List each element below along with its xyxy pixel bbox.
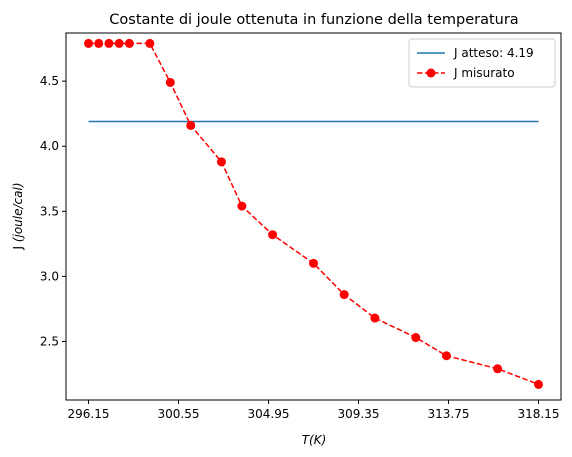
- measured-data-point: [124, 38, 134, 48]
- y-tick-label: 4.5: [40, 74, 59, 88]
- series-layer: [84, 38, 543, 389]
- measured-data-point: [493, 364, 503, 374]
- legend-frame: [408, 38, 556, 88]
- y-axis-title: J (joule/cal): [11, 182, 25, 250]
- legend-label-expected: J atteso: 4.19: [453, 46, 534, 60]
- x-axis-ticks: 296.15 300.55 304.95 309.35 313.75 318.15: [68, 400, 560, 421]
- measured-data-point: [114, 38, 124, 48]
- legend: J atteso: 4.19 J misurato: [408, 38, 556, 88]
- x-tick-label: 300.55: [158, 407, 200, 421]
- measured-series-line: [88, 42, 539, 386]
- measured-data-point: [411, 333, 421, 343]
- y-tick-label: 3.0: [40, 269, 59, 283]
- measured-data-point: [94, 38, 104, 48]
- measured-data-point: [237, 201, 247, 211]
- legend-marker-measured: [426, 68, 436, 78]
- measured-data-point: [441, 351, 451, 361]
- x-tick-label: 296.15: [68, 407, 110, 421]
- measured-data-point: [186, 120, 196, 130]
- y-axis-title-unit: (joule/cal): [11, 182, 25, 242]
- x-tick-label: 318.15: [518, 407, 560, 421]
- measured-data-point: [145, 38, 155, 48]
- legend-label-measured: J misurato: [453, 66, 515, 80]
- measured-data-point: [84, 38, 93, 48]
- y-tick-label: 4.0: [40, 139, 59, 153]
- y-tick-label: 2.5: [40, 334, 59, 348]
- x-tick-label: 304.95: [248, 407, 290, 421]
- plot-area-frame: [65, 32, 562, 401]
- measured-data-point: [370, 313, 380, 323]
- x-axis-title-text: T(K): [302, 433, 327, 447]
- measured-data-point: [104, 38, 114, 48]
- chart-title: Costante di joule ottenuta in funzione d…: [109, 12, 518, 28]
- measured-data-point: [534, 379, 543, 389]
- measured-data-point: [165, 77, 175, 87]
- x-tick-label: 313.75: [428, 407, 470, 421]
- y-axis-ticks: 2.5 3.0 3.5 4.0 4.5: [40, 74, 66, 348]
- x-axis-title: T(K): [302, 433, 327, 447]
- x-tick-label: 309.35: [338, 407, 380, 421]
- y-tick-label: 3.5: [40, 204, 59, 218]
- measured-data-point: [216, 157, 226, 167]
- y-axis-title-symbol: J: [11, 242, 25, 250]
- measured-data-point: [268, 230, 278, 240]
- measured-data-point: [309, 258, 318, 268]
- measured-data-point: [339, 290, 349, 300]
